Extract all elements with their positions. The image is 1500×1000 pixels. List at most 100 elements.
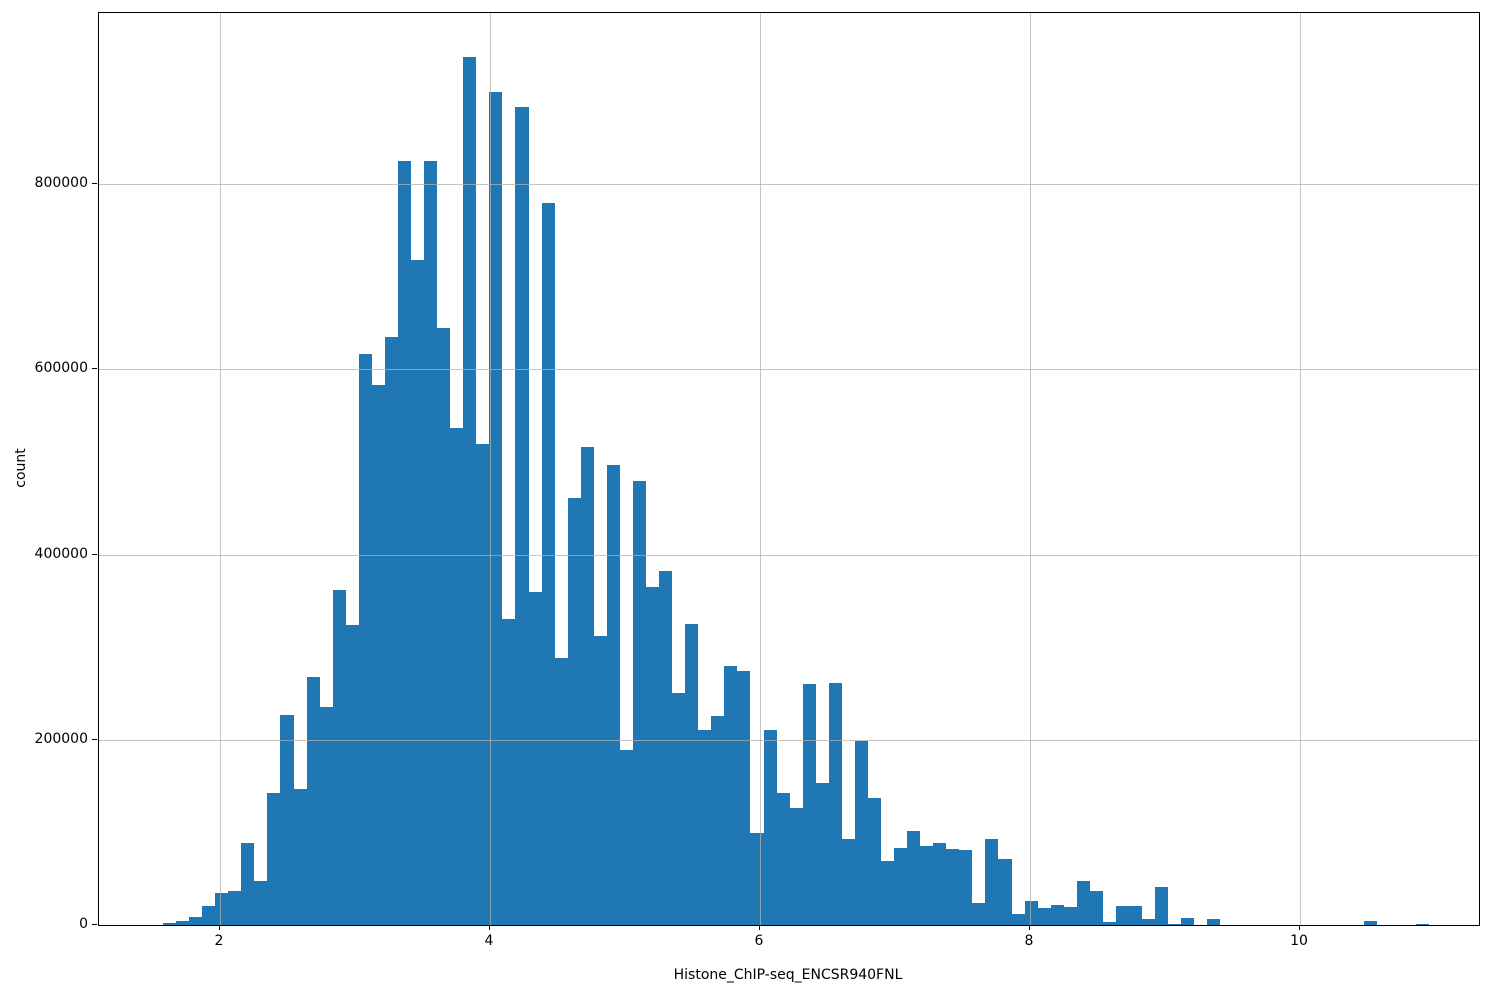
y-axis-label: count xyxy=(13,448,29,488)
plot-area xyxy=(98,12,1480,926)
y-tick-mark xyxy=(92,183,97,185)
histogram-bar xyxy=(619,750,633,925)
histogram-bar xyxy=(881,861,895,925)
histogram-bar xyxy=(1050,904,1064,925)
x-tick-mark xyxy=(758,925,760,930)
histogram-bar xyxy=(828,683,842,925)
histogram-bar xyxy=(998,859,1012,925)
histogram-bar xyxy=(1076,880,1090,925)
histogram-bar xyxy=(1115,906,1130,925)
histogram-bar xyxy=(698,729,712,925)
x-axis-label: Histone_ChIP-seq_ENCSR940FNL xyxy=(673,967,903,983)
histogram-bar xyxy=(646,587,660,925)
histogram-bar xyxy=(1364,921,1378,925)
histogram-bar xyxy=(1011,913,1025,925)
histogram-bar xyxy=(554,658,568,925)
y-tick-mark xyxy=(92,738,97,740)
y-tick-mark xyxy=(92,924,97,925)
histogram-bar xyxy=(332,589,346,925)
histogram-bar xyxy=(946,849,960,925)
histogram-bar xyxy=(202,906,216,925)
y-tick-mark xyxy=(92,553,97,555)
histogram-bar xyxy=(933,842,947,925)
histogram-bar xyxy=(176,921,190,925)
histogram-bar xyxy=(1063,907,1077,925)
histogram-bar xyxy=(815,783,829,925)
histogram-bar xyxy=(1181,917,1195,925)
histogram-bar xyxy=(685,624,699,925)
histogram-bar xyxy=(972,902,986,925)
histogram-bar xyxy=(1037,908,1051,925)
histogram-bar xyxy=(1207,919,1221,925)
y-tick-mark xyxy=(92,368,97,370)
histogram-bar xyxy=(280,714,294,925)
histogram-bar xyxy=(854,740,868,925)
histogram-bar xyxy=(502,618,516,925)
histogram-bar xyxy=(894,848,908,925)
histogram-bar xyxy=(920,846,934,925)
histogram-bar xyxy=(789,808,803,925)
histogram-bar xyxy=(384,337,398,925)
histogram-bar xyxy=(241,842,255,925)
histogram-bar xyxy=(1089,890,1103,925)
x-tick-label: 4 xyxy=(484,933,494,949)
x-tick-label: 6 xyxy=(754,933,764,949)
histogram-bar xyxy=(1416,923,1430,925)
histogram-bar xyxy=(489,91,503,925)
histogram-bar xyxy=(424,161,438,925)
histogram-bar xyxy=(659,571,673,925)
histogram-bar xyxy=(1155,887,1169,925)
histogram-bar xyxy=(737,671,751,925)
y-tick-label: 200000 xyxy=(34,730,88,747)
x-tick-label: 8 xyxy=(1024,933,1034,949)
histogram-bar xyxy=(463,57,477,925)
histogram-bar xyxy=(985,838,999,925)
histogram-bar xyxy=(606,464,620,925)
histogram-bar xyxy=(528,591,542,925)
histogram-bar xyxy=(724,665,738,925)
histogram-bar xyxy=(162,923,177,925)
histogram-bar xyxy=(1129,905,1143,925)
y-tick-label: 400000 xyxy=(34,545,88,562)
y-tick-label: 0 xyxy=(79,916,88,932)
histogram-bar xyxy=(267,792,281,925)
histogram-bar xyxy=(450,427,464,925)
y-tick-label: 600000 xyxy=(34,360,88,377)
histogram-bar xyxy=(228,890,242,925)
histogram-bar xyxy=(672,692,686,925)
histogram-bar xyxy=(750,833,764,925)
histogram-bar xyxy=(437,327,451,925)
histogram-bar xyxy=(541,202,555,925)
histogram-bars xyxy=(99,13,1479,925)
histogram-bar xyxy=(515,106,529,925)
histogram-bar xyxy=(293,788,307,925)
histogram-bar xyxy=(397,161,412,925)
histogram-bar xyxy=(776,792,790,925)
histogram-bar xyxy=(580,447,594,925)
x-tick-mark xyxy=(1028,925,1030,930)
histogram-bar xyxy=(371,385,385,925)
histogram-bar xyxy=(567,498,581,925)
histogram-bar xyxy=(1142,919,1156,925)
histogram-bar xyxy=(319,707,333,925)
x-tick-mark xyxy=(218,925,220,930)
x-tick-label: 2 xyxy=(214,933,224,949)
histogram-bar xyxy=(476,443,490,925)
histogram-bar xyxy=(959,850,973,925)
histogram-bar xyxy=(306,676,320,925)
histogram-bar xyxy=(358,353,372,925)
histogram-bar xyxy=(1168,924,1182,925)
histogram-bar xyxy=(802,684,816,925)
histogram-bar xyxy=(763,729,777,925)
histogram-bar xyxy=(411,260,425,925)
histogram-bar xyxy=(1024,900,1038,925)
histogram-bar xyxy=(841,838,855,925)
histogram-bar xyxy=(254,881,268,925)
histogram-bar xyxy=(215,892,229,925)
histogram-bar xyxy=(711,715,725,925)
histogram-bar xyxy=(593,636,607,925)
histogram-bar xyxy=(632,480,646,925)
histogram-bar xyxy=(1102,922,1116,925)
histogram-bar xyxy=(867,798,881,925)
